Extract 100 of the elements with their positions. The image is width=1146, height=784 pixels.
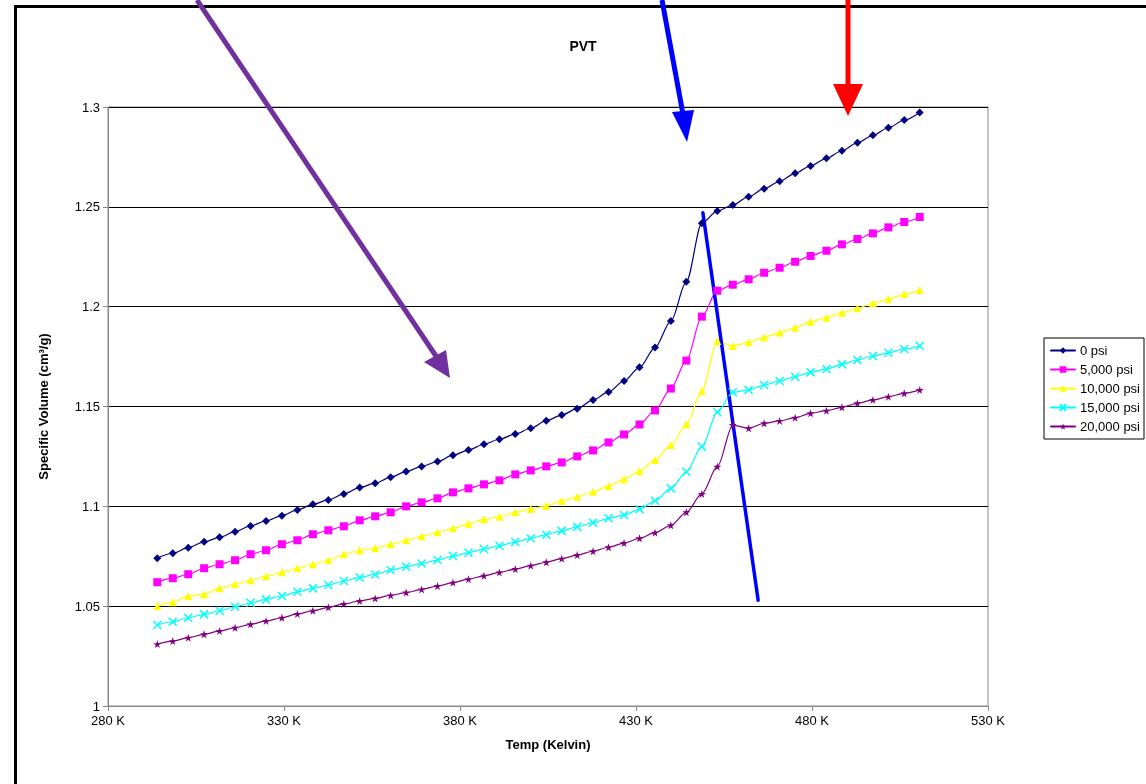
point <box>619 510 629 520</box>
point <box>416 558 427 569</box>
point <box>791 257 800 266</box>
point <box>806 251 815 260</box>
point <box>354 572 365 583</box>
point <box>277 613 286 622</box>
point <box>822 246 831 255</box>
point <box>666 317 675 326</box>
point <box>884 123 893 132</box>
point <box>245 598 256 608</box>
point <box>184 633 193 642</box>
x-tick-label: 380 K <box>443 713 478 728</box>
point <box>371 594 380 603</box>
point <box>526 424 535 433</box>
point <box>837 308 846 317</box>
point <box>588 517 598 528</box>
point <box>246 550 255 559</box>
point <box>401 562 411 572</box>
point <box>620 539 629 548</box>
point <box>168 574 177 583</box>
point <box>215 560 224 569</box>
point <box>682 356 691 365</box>
point <box>464 484 473 493</box>
point <box>511 430 520 439</box>
point <box>775 328 784 337</box>
point <box>200 564 209 573</box>
point <box>557 496 566 505</box>
point <box>620 376 629 385</box>
point <box>666 441 675 450</box>
point <box>806 409 815 418</box>
point <box>868 229 877 238</box>
point <box>339 576 349 586</box>
point <box>168 616 178 627</box>
point <box>355 483 364 492</box>
point <box>152 620 163 630</box>
y-tick-label: 1.1 <box>81 498 100 514</box>
point <box>744 275 753 284</box>
point <box>806 161 815 170</box>
point <box>324 603 333 612</box>
point <box>712 407 723 418</box>
point <box>868 351 878 361</box>
legend-label: 0 psi <box>1080 343 1108 358</box>
point <box>557 554 566 563</box>
x-axis-title: Temp (Kelvin) <box>505 737 591 752</box>
point <box>837 403 846 412</box>
point <box>262 546 271 555</box>
point <box>589 547 598 556</box>
point <box>853 304 862 313</box>
point <box>822 406 831 415</box>
chart-title: PVT <box>569 38 598 54</box>
legend-label: 10,000 psi <box>1080 381 1141 396</box>
point <box>542 501 551 510</box>
y-tick-label: 1.3 <box>81 99 100 115</box>
legend-label: 20,000 psi <box>1080 419 1141 434</box>
point <box>682 508 691 517</box>
x-tick-label: 280 K <box>91 713 126 728</box>
point <box>744 338 753 347</box>
point <box>728 280 737 289</box>
point <box>791 413 800 422</box>
point <box>651 528 660 537</box>
point <box>231 556 240 565</box>
point <box>914 341 925 351</box>
point <box>774 376 785 386</box>
point <box>884 295 893 304</box>
point <box>448 451 457 460</box>
point <box>277 568 286 577</box>
point <box>557 458 566 467</box>
point <box>463 547 474 558</box>
point <box>200 630 209 639</box>
point <box>760 333 769 342</box>
point <box>214 606 225 616</box>
point <box>837 146 846 155</box>
point <box>199 609 209 620</box>
point <box>511 470 520 479</box>
point <box>308 500 317 509</box>
point <box>308 583 318 594</box>
point <box>370 569 380 580</box>
point <box>728 387 738 398</box>
point <box>215 533 224 542</box>
point <box>728 421 737 430</box>
point <box>200 590 209 599</box>
point <box>277 540 286 549</box>
x-tick-label: 530 K <box>971 713 1006 728</box>
point <box>417 498 426 507</box>
point <box>728 342 737 350</box>
point <box>557 411 566 420</box>
point <box>713 207 722 216</box>
point <box>542 416 551 425</box>
point <box>495 476 504 485</box>
point <box>432 555 443 565</box>
point <box>277 591 287 601</box>
point <box>759 380 769 390</box>
point <box>464 519 473 528</box>
point <box>526 533 536 544</box>
point <box>464 575 473 584</box>
point <box>604 543 613 552</box>
point <box>215 626 224 635</box>
point <box>495 512 504 521</box>
point <box>900 115 909 124</box>
point <box>915 385 924 394</box>
